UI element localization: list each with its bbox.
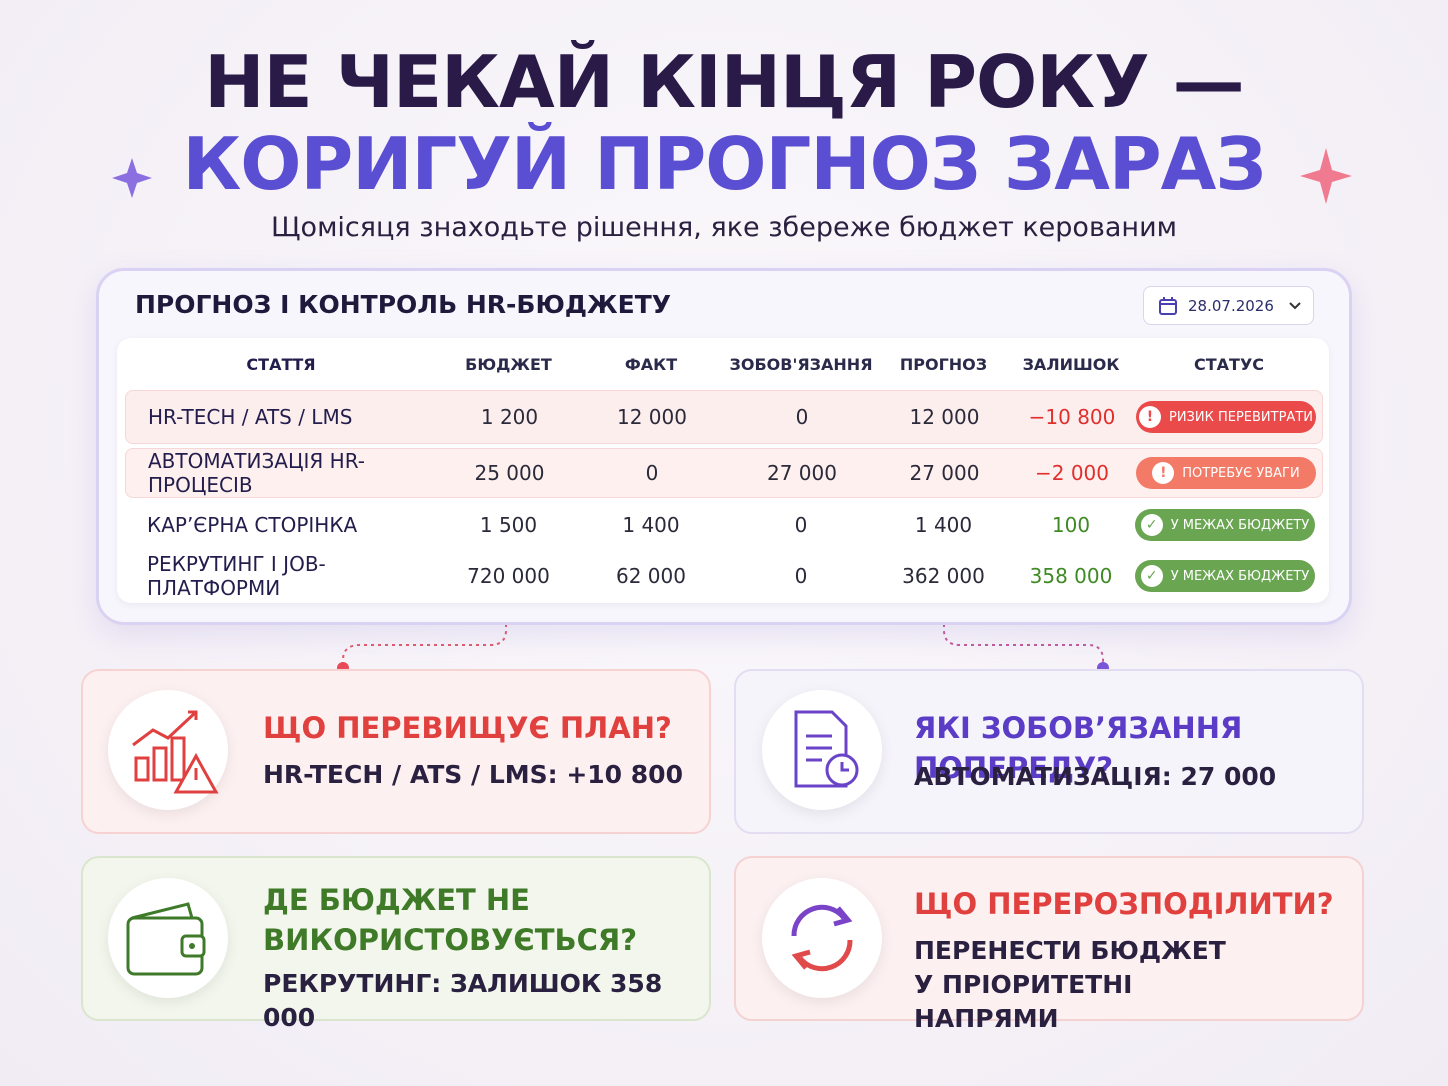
status-text: У МЕЖАХ БЮДЖЕТУ: [1170, 517, 1310, 533]
status-icon: ✓: [1140, 565, 1163, 587]
card-text: РЕКРУТИНГ: ЗАЛИШОК 358 000: [263, 969, 663, 1032]
status-text: У МЕЖАХ БЮДЖЕТУ: [1170, 568, 1310, 584]
card-text: АВТОМАТИЗАЦІЯ: 27 000: [914, 762, 1277, 791]
table-row: АВТОМАТИЗАЦІЯ HR-ПРОЦЕСІВ 25 000 0 27 000 27…: [125, 448, 1323, 498]
table-header: СТАТТЯ БЮДЖЕТ ФАКТ ЗОБОВ'ЯЗАННЯ ПРОГНОЗ ЗАЛИШ…: [125, 338, 1323, 390]
cell: 0: [795, 405, 809, 429]
status-text: ПОТРЕБУЄ УВАГИ: [1182, 465, 1300, 481]
cell: 1 400: [914, 513, 973, 537]
status-badge: ! ПОТРЕБУЄ УВАГИ: [1136, 457, 1316, 489]
icon: [762, 878, 882, 998]
status-text: РИЗИК ПЕРЕВИТРАТИ: [1168, 409, 1313, 425]
date: 28.07.2026: [1188, 296, 1274, 315]
title: КОРИГУЙ ПРОГНОЗ ЗАРАЗ: [182, 122, 1266, 206]
column-header: ФАКТ: [624, 354, 678, 374]
cell: 25 000: [474, 461, 545, 485]
cell: 362 000: [902, 564, 985, 588]
column-header: СТАТУС: [1193, 354, 1265, 374]
table-row: РЕКРУТИНГ І JOB-ПЛАТФОРМИ 720 000 62 000 0 3…: [125, 552, 1323, 600]
cell: РЕКРУТИНГ І JOB-ПЛАТФОРМИ: [147, 552, 326, 600]
cell: 0: [794, 513, 808, 537]
status-icon: !: [1152, 462, 1175, 484]
cell: 12 000: [617, 405, 687, 429]
cell: 27 000: [767, 461, 837, 485]
cell: 62 000: [616, 564, 686, 588]
column-header: ЗОБОВ'ЯЗАННЯ: [729, 354, 873, 374]
cell: 1 200: [480, 405, 539, 429]
icon: [108, 878, 228, 998]
status-badge: ! РИЗИК ПЕРЕВИТРАТИ: [1136, 401, 1316, 433]
column-header: ЗАЛИШОК: [1022, 354, 1120, 374]
cell: 1 400: [622, 513, 680, 537]
calendar-icon: [1159, 297, 1177, 315]
date-picker[interactable]: 28.07.2026: [1143, 286, 1314, 325]
icon: [108, 690, 228, 810]
cell: 358 000: [1029, 564, 1113, 588]
table: СТАТТЯ БЮДЖЕТ ФАКТ ЗОБОВ'ЯЗАННЯ ПРОГНОЗ ЗАЛИШ…: [117, 338, 1329, 603]
chevron: [1289, 302, 1301, 310]
cell: 12 000: [909, 405, 980, 429]
cell: 27 000: [909, 461, 980, 485]
cell: 720 000: [467, 564, 550, 588]
cell: АВТОМАТИЗАЦІЯ HR-ПРОЦЕСІВ: [148, 449, 366, 497]
cell: HR-TECH / ATS / LMS: [148, 405, 353, 429]
table-row: КАР’ЄРНА СТОРІНКА 1 500 1 400 0 1 400 100 ✓ У М…: [125, 500, 1323, 550]
panel-title: ПРОГНОЗ І КОНТРОЛЬ HR-БЮДЖЕТУ: [135, 290, 672, 319]
cell: КАР’ЄРНА СТОРІНКА: [147, 513, 358, 537]
column-header: СТАТТЯ: [246, 354, 316, 374]
cell: 1 500: [479, 513, 538, 537]
table-row: HR-TECH / ATS / LMS 1 200 12 000 0 12 000 −10…: [125, 390, 1323, 444]
column-header: ПРОГНОЗ: [899, 354, 988, 374]
status-badge: ✓ У МЕЖАХ БЮДЖЕТУ: [1135, 560, 1315, 592]
card-title: ЩО ПЕРЕРОЗПОДІЛИТИ?: [914, 887, 1334, 921]
card-text: ПЕРЕНЕСТИ БЮДЖЕТ У ПРІОРИТЕТНІ НАПРЯМИ: [914, 936, 1226, 1033]
cell: −2 000: [1034, 461, 1109, 485]
subtitle: Щомісяця знаходьте рішення, яке збереже …: [271, 212, 1177, 243]
card-title: ЩО ПЕРЕВИЩУЄ ПЛАН?: [263, 711, 672, 745]
status-badge: ✓ У МЕЖАХ БЮДЖЕТУ: [1135, 509, 1315, 541]
cell: 100: [1051, 513, 1091, 537]
title: НЕ ЧЕКАЙ КІНЦЯ РОКУ —: [204, 40, 1244, 124]
status-icon: ✓: [1140, 514, 1163, 536]
card-title: ЯКІ ЗОБОВ’ЯЗАННЯ ПОПЕРЕДУ?: [914, 711, 1243, 785]
icon: [762, 690, 882, 810]
column-header: БЮДЖЕТ: [465, 354, 552, 374]
cell: 0: [794, 564, 808, 588]
status-icon: !: [1138, 406, 1161, 428]
card-text: HR-TECH / ATS / LMS: +10 800: [263, 760, 683, 789]
cell: 0: [645, 461, 659, 485]
card-title: ДЕ БЮДЖЕТ НЕ ВИКОРИСТОВУЄТЬСЯ?: [263, 883, 638, 957]
cell: −10 800: [1028, 405, 1116, 429]
